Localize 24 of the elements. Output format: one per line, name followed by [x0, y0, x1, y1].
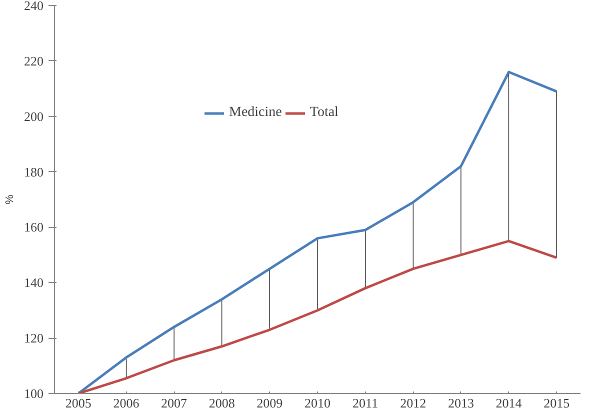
x-tick-label: 2010 — [304, 396, 330, 410]
x-tick-label: 2014 — [496, 396, 522, 410]
y-tick-label: 180 — [24, 164, 44, 180]
x-tick-label: 2015 — [544, 396, 570, 410]
y-tick-label: 240 — [24, 0, 44, 13]
y-axis-title: % — [4, 194, 16, 204]
y-tick-label: 140 — [24, 275, 44, 290]
x-tick-label: 2011 — [352, 396, 378, 410]
x-tick-label: 2013 — [448, 396, 474, 410]
y-tick-label: 100 — [24, 386, 44, 401]
y-tick-label: 120 — [24, 330, 44, 346]
legend-label: Medicine — [229, 105, 282, 121]
y-tick-label: 220 — [24, 53, 44, 68]
x-tick-label: 2009 — [256, 396, 283, 410]
x-tick-label: 2008 — [208, 396, 235, 410]
x-tick-label: 2006 — [113, 396, 140, 410]
x-tick-label: 2005 — [65, 396, 92, 410]
line-series — [77, 240, 558, 394]
legend-label: Total — [310, 105, 338, 121]
x-tick-label: 2007 — [161, 396, 188, 410]
x-tick-label: 2012 — [400, 396, 426, 410]
y-tick-label: 160 — [24, 220, 44, 235]
line-series — [77, 70, 558, 394]
y-tick-label: 200 — [24, 108, 44, 124]
